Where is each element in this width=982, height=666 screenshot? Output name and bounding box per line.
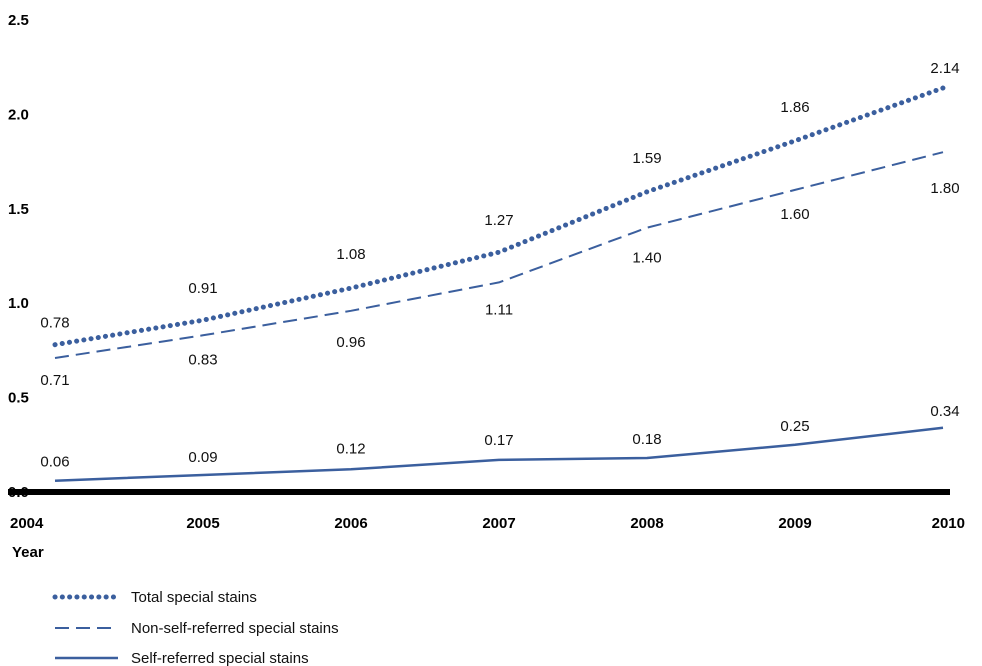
data-point	[795, 140, 796, 141]
x-axis-ticks: 2004 2005 2006 2007 2008 2009 2010	[10, 515, 965, 532]
data-label: 2.14	[930, 60, 959, 77]
data-point	[499, 252, 500, 253]
data-label: 0.06	[40, 454, 69, 471]
series-line-solid	[54, 426, 944, 482]
data-point	[55, 480, 56, 481]
legend-label: Self-referred special stains	[131, 650, 309, 666]
data-point	[943, 87, 944, 88]
data-point	[55, 344, 56, 345]
data-point	[943, 152, 944, 153]
data-label: 1.60	[780, 206, 809, 223]
data-label: 0.34	[930, 403, 959, 420]
data-label: 1.40	[632, 250, 661, 267]
data-point	[647, 458, 648, 459]
y-tick-label: 1.5	[8, 201, 29, 218]
data-point	[943, 427, 944, 428]
series-line-dashed	[54, 151, 944, 359]
y-tick-label: 2.5	[8, 12, 29, 29]
x-axis-title: Year	[12, 544, 44, 561]
data-point	[351, 310, 352, 311]
data-label: 1.11	[485, 301, 513, 318]
data-point	[647, 191, 648, 192]
x-tick-label: 2008	[630, 515, 663, 532]
data-point	[203, 335, 204, 336]
data-point	[795, 444, 796, 445]
y-tick-label: 1.0	[8, 295, 29, 312]
data-label: 0.17	[484, 432, 513, 449]
data-label: 0.12	[336, 440, 365, 457]
x-tick-label: 2006	[334, 515, 367, 532]
y-axis-ticks: 0.00.51.01.52.02.5	[8, 12, 29, 501]
data-point	[647, 227, 648, 228]
data-label: 0.25	[780, 418, 809, 435]
data-label: 0.78	[40, 315, 69, 332]
data-label: 1.08	[336, 246, 365, 263]
data-point	[499, 459, 500, 460]
series-lines	[52, 85, 946, 482]
data-label: 1.59	[632, 150, 661, 167]
x-tick-label: 2010	[932, 515, 965, 532]
data-point	[351, 469, 352, 470]
data-point	[499, 282, 500, 283]
data-point	[351, 288, 352, 289]
data-label: 0.96	[336, 334, 365, 351]
y-tick-label: 2.0	[8, 106, 29, 123]
data-labels: 0.78 0.91 1.08 1.27 1.59 1.86 2.14 0.71 0.83 0.96…	[40, 60, 959, 471]
data-point	[795, 189, 796, 190]
x-tick-label: 2009	[778, 515, 811, 532]
data-label: 0.83	[188, 351, 217, 368]
y-tick-label: 0.5	[8, 390, 29, 407]
data-point	[203, 320, 204, 321]
legend-label: Total special stains	[131, 589, 257, 606]
x-tick-label: 2007	[482, 515, 515, 532]
data-label: 1.80	[930, 180, 959, 197]
data-label: 0.18	[632, 431, 661, 448]
legend-label: Non-self-referred special stains	[131, 620, 339, 637]
data-label: 1.86	[780, 99, 809, 116]
data-label: 0.91	[188, 280, 217, 297]
data-label: 0.71	[40, 372, 69, 389]
x-tick-label: 2004	[10, 515, 44, 532]
series-line-dotted	[52, 85, 946, 348]
data-point	[55, 357, 56, 358]
data-label: 1.27	[484, 212, 513, 229]
x-tick-label: 2005	[186, 515, 219, 532]
legend: Total special stains Non-self-referred sp…	[52, 589, 339, 666]
data-point	[203, 475, 204, 476]
data-label: 0.09	[188, 449, 217, 466]
